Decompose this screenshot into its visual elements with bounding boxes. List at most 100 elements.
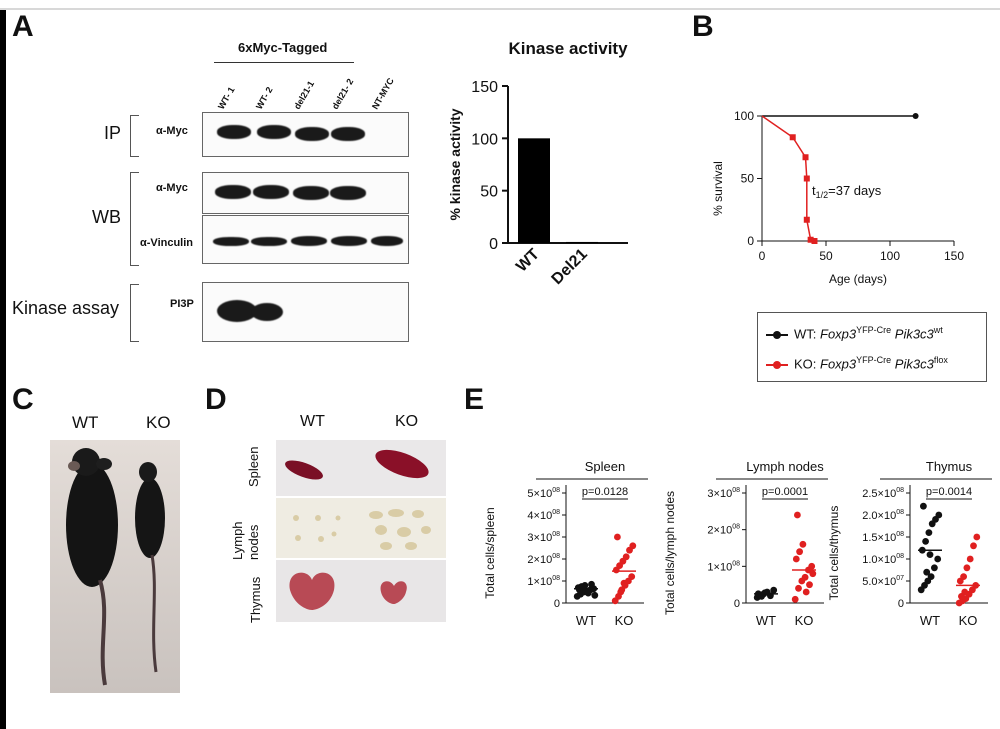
data-point xyxy=(808,562,816,570)
y-tick-label: 0 xyxy=(898,598,904,610)
x-tick-label: WT xyxy=(576,613,596,628)
y-tick-exp: 08 xyxy=(896,531,904,538)
kinase-bracket xyxy=(130,284,139,342)
y-tick-label: 3×1008 xyxy=(707,487,740,500)
half-life-value: =37 days xyxy=(828,183,882,198)
band xyxy=(251,303,283,321)
y-tick-label: 1.0×1008 xyxy=(862,553,904,566)
survival-point xyxy=(803,216,810,223)
panel-letter-e: E xyxy=(464,383,485,416)
panel-letter-d: D xyxy=(205,383,227,416)
band xyxy=(217,300,257,322)
y-tick-label: 0 xyxy=(747,234,754,248)
data-point xyxy=(920,502,927,510)
panel-letter-c: C xyxy=(12,383,34,416)
lane-label: WT- 2 xyxy=(254,85,275,111)
data-point xyxy=(927,573,935,580)
x-tick-label: WT xyxy=(756,613,776,628)
data-point xyxy=(923,568,931,576)
data-point xyxy=(588,580,595,588)
data-point xyxy=(791,595,799,603)
dot-plot-title: Thymus xyxy=(926,459,973,474)
legend-marker xyxy=(766,360,788,369)
y-tick-label: 1×1008 xyxy=(527,575,560,588)
y-tick-exp: 08 xyxy=(896,553,904,560)
bar-wt xyxy=(518,138,550,243)
bar-del21 xyxy=(566,241,598,243)
x-tick-label: 100 xyxy=(880,249,900,263)
survival-point xyxy=(802,154,809,161)
ip-myc-antibody: α-Myc xyxy=(156,125,188,137)
data-point xyxy=(761,589,769,597)
legend-prefix: WT: xyxy=(794,326,820,342)
x-tick-label: KO xyxy=(795,613,814,628)
legend-dot xyxy=(773,330,781,339)
data-point xyxy=(796,548,803,556)
data-point xyxy=(795,584,802,592)
panel-letter-b: B xyxy=(692,10,714,43)
data-point xyxy=(628,573,636,580)
x-axis-label: Age (days) xyxy=(829,272,887,286)
pvalue-label: p=0.0014 xyxy=(926,486,972,498)
data-point xyxy=(926,551,934,558)
y-tick-exp: 07 xyxy=(896,575,904,582)
y-tick-label: 5×1008 xyxy=(527,487,560,500)
survival-chart: 0 50 100 0 50 100 150 Age (days) % survival t1/2=… xyxy=(711,109,964,286)
legend-sup2: wt xyxy=(933,325,943,335)
organ-wt-label: WT xyxy=(300,413,325,430)
wb-label: WB xyxy=(92,207,121,227)
data-point xyxy=(970,542,977,550)
data-point xyxy=(806,581,813,589)
x-tick-label: 150 xyxy=(944,249,964,263)
x-tick-label: 50 xyxy=(819,249,833,263)
x-tick-label: WT xyxy=(920,613,940,628)
blot-kinase-pi3p xyxy=(202,282,409,342)
data-point xyxy=(801,573,809,581)
data-point xyxy=(809,570,817,578)
mouse-ko-label: KO xyxy=(146,413,171,432)
band xyxy=(251,237,287,246)
data-point xyxy=(922,538,929,545)
y-tick-label: 0 xyxy=(734,598,740,610)
y-tick-exp: 08 xyxy=(552,487,560,494)
pvalue-label: p=0.0128 xyxy=(582,486,628,498)
half-life-label: t1/2=37 days xyxy=(812,183,882,200)
ip-label: IP xyxy=(104,123,122,143)
mouse-wt-label: WT xyxy=(72,413,99,432)
data-point xyxy=(931,564,938,572)
legend-gene1: Foxp3 xyxy=(820,326,857,342)
legend-gene2: Pik3c3 xyxy=(891,356,934,372)
band xyxy=(371,236,403,246)
dot-plot-title: Lymph nodes xyxy=(746,459,824,474)
legend-sup1: YFP-Cre xyxy=(856,325,892,335)
row-label-spleen: Spleen xyxy=(246,446,261,487)
legend-gene1: Foxp3 xyxy=(820,356,857,372)
y-tick-label: 100 xyxy=(471,131,498,148)
y-tick-label: 2.0×1008 xyxy=(862,509,904,522)
y-tick-exp: 08 xyxy=(552,553,560,560)
data-point xyxy=(584,589,592,597)
data-point xyxy=(579,584,587,591)
y-tick-label: 150 xyxy=(471,79,498,96)
y-tick-label: 50 xyxy=(741,172,755,186)
pi3p-label: PI3P xyxy=(170,298,194,310)
x-tick-label: KO xyxy=(615,613,634,628)
y-axis-label: % survival xyxy=(711,161,725,216)
data-point xyxy=(591,591,599,599)
band xyxy=(253,185,289,199)
y-axis-label: Total cells/lymph nodes xyxy=(663,491,677,615)
data-point xyxy=(973,533,981,541)
band xyxy=(213,237,249,246)
band xyxy=(257,125,291,139)
y-tick-label: 1×1008 xyxy=(707,560,740,573)
legend-sup2: flox xyxy=(933,355,948,365)
left-edge-bar xyxy=(0,10,6,729)
y-tick-exp: 08 xyxy=(896,509,904,516)
legend-prefix: KO: xyxy=(794,356,821,372)
legend-row: WT: Foxp3YFP-Cre Pik3c3wt xyxy=(766,325,943,341)
row-label-thymus: Thymus xyxy=(248,576,263,623)
kinase-activity-chart: Kinase activity 0 50 100 150 % kinase activit… xyxy=(447,39,628,288)
band xyxy=(295,127,329,141)
row-label-nodes: nodes xyxy=(246,524,261,560)
legend-marker xyxy=(766,330,788,339)
